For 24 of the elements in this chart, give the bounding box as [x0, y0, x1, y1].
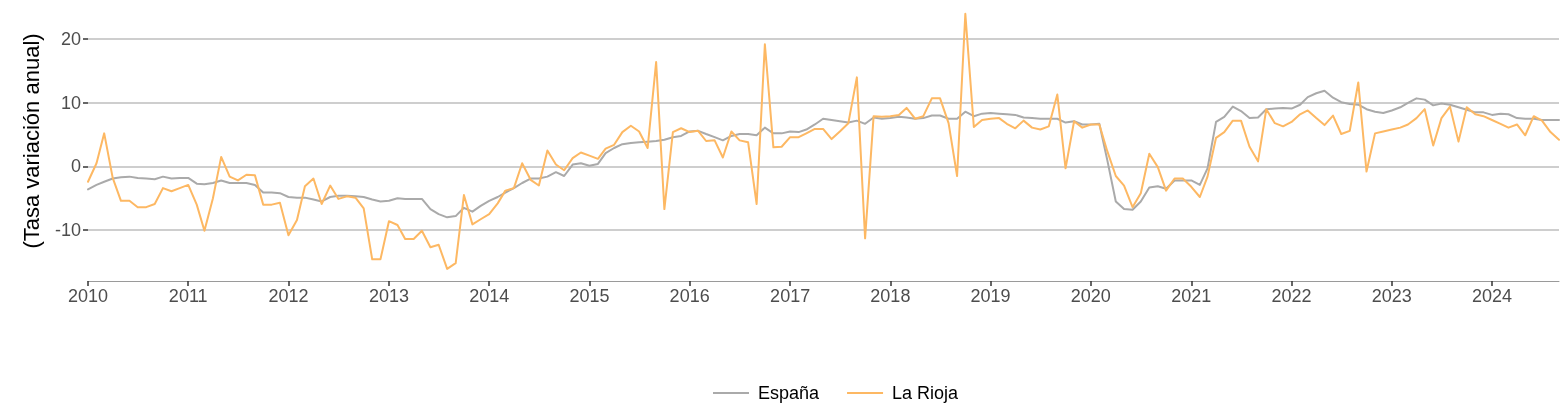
- y-tick-label: 0: [70, 156, 81, 177]
- y-tick-label: -10: [54, 220, 81, 241]
- x-tick-label: 2018: [870, 286, 911, 306]
- line-series: [87, 12, 1560, 270]
- legend-label: La Rioja: [892, 383, 960, 403]
- x-tick-label: 2016: [669, 286, 710, 306]
- x-tick-label: 2011: [168, 286, 208, 306]
- x-tick-label: 2019: [970, 286, 1011, 306]
- x-tick-label: 2014: [469, 286, 510, 306]
- x-tick-label: 2017: [770, 286, 811, 306]
- x-tick-label: 2012: [268, 286, 309, 306]
- legend-label: España: [758, 383, 821, 403]
- x-tick-label: 2010: [67, 286, 109, 306]
- x-tick-label: 2021: [1171, 286, 1212, 306]
- line-series: [87, 89, 1560, 219]
- y-tick-label: 10: [60, 92, 81, 113]
- x-tick-label: 2015: [569, 286, 610, 306]
- x-tick-label: 2020: [1070, 286, 1111, 306]
- x-tick-label: 2013: [368, 286, 409, 306]
- x-tick-label: 2024: [1471, 286, 1513, 306]
- y-tick-label: 20: [60, 29, 81, 50]
- x-tick-label: 2022: [1271, 286, 1312, 306]
- y-axis-title: (Tasa variación anual): [18, 33, 44, 249]
- x-tick-label: 2023: [1371, 286, 1412, 306]
